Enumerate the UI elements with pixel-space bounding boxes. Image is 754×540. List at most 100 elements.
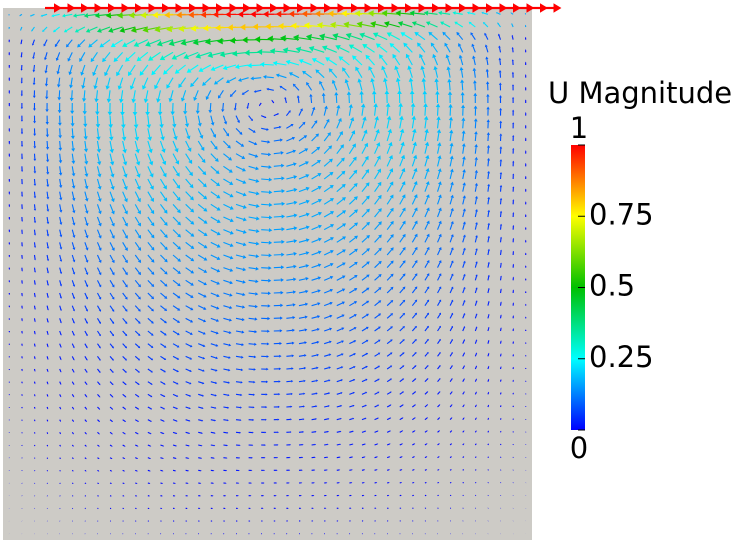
arrow-shaft	[415, 23, 426, 28]
arrow-head	[174, 148, 179, 153]
arrow-shaft	[122, 229, 127, 237]
arrow-head	[125, 56, 130, 62]
velocity-arrow	[109, 216, 115, 227]
arrow-shaft	[235, 368, 242, 371]
arrow-shaft	[436, 81, 439, 91]
arrow-shaft	[122, 343, 127, 348]
arrow-head	[72, 470, 74, 472]
velocity-arrow	[474, 456, 477, 459]
velocity-arrow	[52, 26, 61, 33]
arrow-head	[280, 265, 285, 270]
arrow-head	[486, 132, 490, 135]
arrow-shaft	[46, 394, 49, 397]
arrow-shaft	[251, 64, 262, 67]
arrow-shaft	[147, 229, 153, 237]
velocity-arrow	[361, 208, 370, 218]
velocity-arrow	[449, 194, 454, 205]
arrow-head	[437, 181, 442, 186]
arrow-shaft	[313, 48, 325, 53]
velocity-arrow	[235, 507, 239, 509]
arrow-head	[392, 53, 397, 59]
arrow-shaft	[487, 186, 490, 192]
arrow-head	[108, 27, 114, 33]
arrow-head	[368, 66, 373, 71]
arrow-shaft	[32, 39, 36, 45]
arrow-shaft	[311, 187, 319, 193]
arrow-head	[293, 226, 298, 231]
arrow-head	[111, 483, 112, 484]
arrow-head	[21, 370, 23, 372]
arrow-shaft	[33, 254, 36, 259]
velocity-arrow	[449, 481, 452, 484]
velocity-arrow	[147, 406, 153, 410]
arrow-shaft	[109, 191, 114, 200]
arrow-head	[8, 306, 10, 308]
arrow-head	[474, 156, 478, 161]
velocity-arrow	[273, 290, 284, 295]
arrow-shaft	[298, 342, 305, 345]
arrow-head	[402, 286, 406, 290]
arrow-head	[366, 261, 370, 265]
velocity-arrow	[474, 482, 477, 484]
velocity-arrow	[198, 355, 206, 360]
arrow-shaft	[388, 23, 400, 28]
velocity-arrow	[143, 90, 149, 104]
velocity-arrow	[21, 305, 23, 309]
arrow-shaft	[474, 469, 477, 471]
arrow-shaft	[449, 327, 453, 332]
velocity-arrow	[147, 482, 151, 484]
arrow-head	[463, 339, 466, 341]
velocity-arrow	[217, 90, 224, 99]
velocity-arrow	[422, 90, 428, 104]
arrow-head	[213, 80, 219, 85]
arrow-head	[281, 176, 285, 181]
velocity-arrow	[411, 352, 417, 357]
velocity-arrow	[292, 34, 312, 42]
arrow-head	[129, 85, 135, 90]
arrow-head	[97, 185, 102, 190]
arrow-shaft	[46, 406, 49, 409]
velocity-arrow	[8, 178, 10, 183]
arrow-shaft	[248, 127, 254, 132]
arrow-shaft	[172, 368, 178, 372]
velocity-arrow	[248, 482, 252, 484]
velocity-arrow	[8, 318, 10, 321]
velocity-arrow	[424, 260, 430, 268]
arrow-head	[20, 42, 23, 45]
arrow-head	[463, 286, 466, 290]
velocity-arrow	[198, 507, 201, 509]
arrow-head	[278, 367, 282, 371]
arrow-shaft	[462, 275, 465, 281]
arrow-head	[408, 77, 414, 82]
velocity-arrow	[71, 178, 76, 189]
arrow-shaft	[324, 379, 329, 383]
arrow-shaft	[424, 275, 429, 281]
arrow-head	[212, 508, 214, 509]
velocity-arrow	[374, 208, 382, 218]
arrow-shaft	[348, 185, 356, 193]
arrow-head	[422, 90, 428, 95]
arrow-head	[426, 378, 429, 380]
arrow-head	[239, 131, 243, 135]
velocity-arrow	[361, 339, 369, 345]
arrow-head	[46, 221, 50, 225]
arrow-head	[124, 321, 128, 324]
arrow-shaft	[210, 279, 218, 284]
arrow-head	[151, 296, 155, 300]
arrow-shaft	[361, 366, 367, 370]
arrow-head	[264, 456, 266, 459]
velocity-arrow	[374, 494, 377, 497]
arrow-head	[451, 404, 453, 406]
velocity-arrow	[44, 52, 48, 61]
arrow-head	[426, 482, 427, 483]
arrow-head	[176, 332, 180, 336]
arrow-head	[21, 170, 24, 172]
velocity-arrow	[323, 118, 330, 129]
arrow-head	[44, 70, 48, 74]
arrow-head	[177, 233, 182, 238]
arrow-shaft	[160, 305, 166, 310]
arrow-shaft	[273, 126, 280, 129]
arrow-head	[33, 196, 37, 199]
velocity-arrow	[109, 406, 114, 410]
arrow-head	[428, 31, 433, 36]
